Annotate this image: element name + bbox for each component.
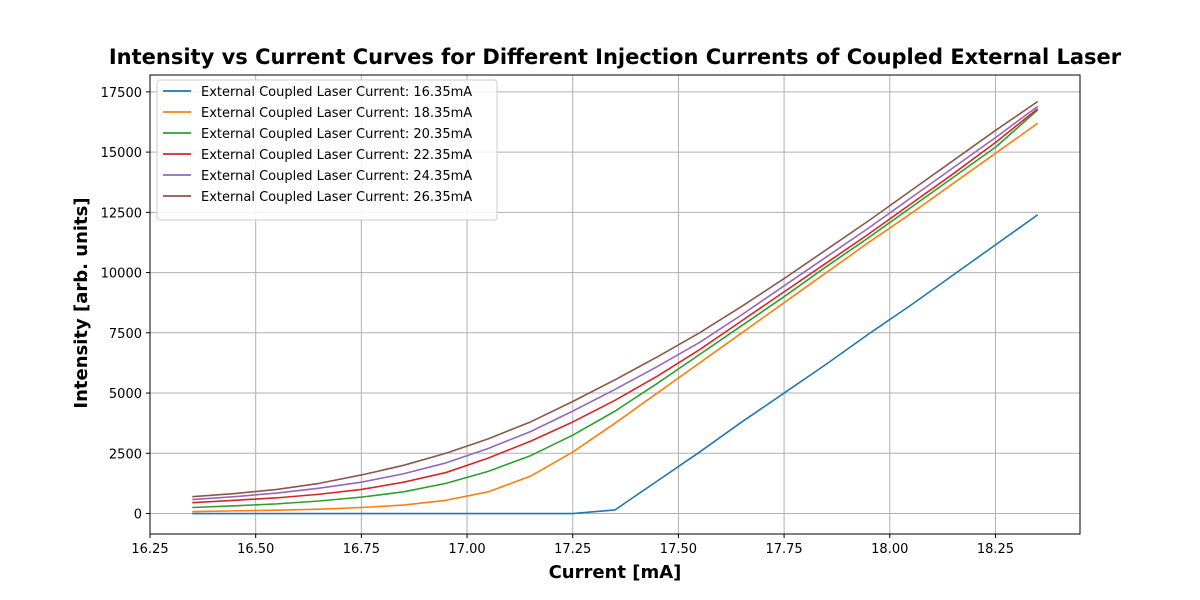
x-tick-label: 18.25 xyxy=(977,542,1014,557)
y-tick-label: 15000 xyxy=(101,146,142,161)
x-tick-label: 16.50 xyxy=(237,542,274,557)
x-tick-label: 17.25 xyxy=(554,542,591,557)
legend-label: External Coupled Laser Current: 16.35mA xyxy=(201,85,472,100)
plot-frame xyxy=(149,74,1081,535)
series-line-4 xyxy=(192,108,1039,504)
y-tick-label: 5000 xyxy=(109,387,142,402)
y-tick-label: 7500 xyxy=(109,327,142,342)
x-tick-label: 16.75 xyxy=(343,542,380,557)
x-tick-label: 17.75 xyxy=(765,542,802,557)
y-axis-ticks: 0 2500 5000 7500 10000 12500 15000 17500 xyxy=(101,86,150,523)
x-axis-ticks: 16.25 16.50 16.75 17.00 17.25 17.50 17.75 18.00… xyxy=(131,534,1014,557)
legend-box xyxy=(156,79,498,221)
series-line-6 xyxy=(192,100,1039,498)
y-tick-label: 2500 xyxy=(109,447,142,462)
legend-label: External Coupled Laser Current: 18.35mA xyxy=(201,106,472,121)
x-tick-label: 16.25 xyxy=(131,542,168,557)
series-line-1 xyxy=(192,214,1039,515)
legend-label: External Coupled Laser Current: 26.35mA xyxy=(201,190,472,205)
legend: External Coupled Laser Current: 16.35mA E… xyxy=(156,79,498,221)
x-tick-label: 17.50 xyxy=(660,542,697,557)
x-tick-label: 17.00 xyxy=(448,542,485,557)
y-tick-label: 0 xyxy=(134,508,142,523)
y-axis-label: Intensity [arb. units] xyxy=(71,197,92,408)
chart-title: Intensity vs Current Curves for Differen… xyxy=(109,45,1122,69)
series-line-5 xyxy=(192,105,1039,501)
legend-label: External Coupled Laser Current: 22.35mA xyxy=(201,148,472,163)
y-tick-label: 10000 xyxy=(101,267,142,282)
x-tick-label: 18.00 xyxy=(871,542,908,557)
legend-label: External Coupled Laser Current: 20.35mA xyxy=(201,127,472,142)
series-line-3 xyxy=(192,109,1039,509)
y-tick-label: 17500 xyxy=(101,86,142,101)
y-tick-label: 12500 xyxy=(101,206,142,221)
legend-label: External Coupled Laser Current: 24.35mA xyxy=(201,169,472,184)
series-lines xyxy=(192,100,1039,515)
series-line-2 xyxy=(192,122,1039,513)
x-axis-label: Current [mA] xyxy=(549,562,682,583)
